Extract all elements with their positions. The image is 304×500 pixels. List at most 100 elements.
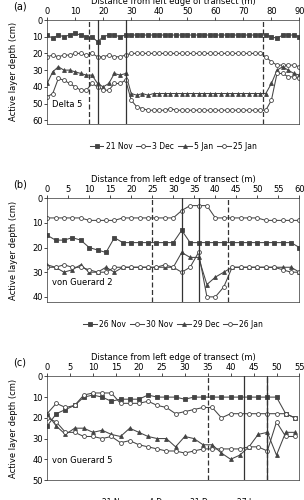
5 Jan bbox=[51, 69, 54, 75]
27 Jan bbox=[174, 448, 178, 454]
27 Jan bbox=[100, 436, 104, 442]
21 Nov bbox=[174, 32, 178, 38]
26 Jan bbox=[54, 264, 57, 270]
31 Dec bbox=[219, 450, 223, 456]
21 Nov bbox=[270, 34, 273, 40]
30 Nov bbox=[130, 215, 133, 221]
Text: (c): (c) bbox=[13, 358, 26, 368]
26 Jan bbox=[281, 266, 285, 272]
21 Nov bbox=[183, 396, 187, 402]
3 Dec bbox=[258, 50, 262, 56]
27 Jan bbox=[54, 419, 58, 425]
4 Dec bbox=[82, 392, 86, 398]
Line: 27 Jan: 27 Jan bbox=[45, 416, 297, 455]
25 Jan bbox=[292, 74, 296, 80]
25 Jan bbox=[202, 107, 206, 113]
26 Nov bbox=[230, 240, 234, 246]
31 Dec bbox=[256, 432, 260, 438]
3 Dec bbox=[281, 62, 285, 68]
3 Dec bbox=[225, 50, 228, 56]
21 Nov bbox=[265, 394, 269, 400]
31 Dec bbox=[45, 410, 49, 416]
26 Jan bbox=[205, 294, 209, 300]
5 Jan bbox=[180, 90, 184, 96]
21 Nov bbox=[293, 415, 297, 421]
5 Jan bbox=[253, 90, 256, 96]
26 Jan bbox=[264, 264, 268, 270]
30 Nov bbox=[79, 215, 83, 221]
25 Jan bbox=[112, 80, 116, 86]
26 Jan bbox=[247, 264, 251, 270]
3 Dec bbox=[230, 50, 234, 56]
4 Dec bbox=[174, 410, 178, 416]
29 Dec bbox=[155, 264, 158, 270]
25 Jan bbox=[208, 107, 212, 113]
26 Nov bbox=[264, 240, 268, 246]
27 Jan bbox=[128, 438, 132, 444]
30 Nov bbox=[281, 218, 285, 224]
29 Dec bbox=[163, 264, 167, 270]
29 Dec bbox=[62, 269, 66, 275]
21 Nov bbox=[157, 32, 161, 38]
21 Nov bbox=[130, 32, 133, 38]
3 Dec bbox=[73, 50, 77, 56]
5 Jan bbox=[57, 64, 60, 70]
30 Nov bbox=[222, 215, 226, 221]
21 Nov bbox=[242, 32, 245, 38]
4 Dec bbox=[64, 404, 67, 410]
31 Dec bbox=[275, 452, 278, 458]
Line: 25 Jan: 25 Jan bbox=[45, 72, 301, 112]
Line: 29 Dec: 29 Dec bbox=[45, 250, 301, 286]
26 Nov bbox=[272, 240, 276, 246]
25 Jan bbox=[180, 107, 184, 113]
26 Nov bbox=[112, 234, 116, 240]
21 Nov bbox=[258, 32, 262, 38]
21 Nov bbox=[247, 394, 251, 400]
5 Jan bbox=[208, 90, 212, 96]
21 Nov bbox=[107, 32, 111, 38]
26 Nov bbox=[130, 240, 133, 246]
25 Jan bbox=[68, 80, 71, 86]
31 Dec bbox=[293, 430, 297, 436]
21 Nov bbox=[100, 394, 104, 400]
21 Nov bbox=[275, 36, 279, 42]
25 Jan bbox=[270, 97, 273, 103]
21 Nov bbox=[219, 394, 223, 400]
30 Nov bbox=[298, 218, 301, 224]
31 Dec bbox=[210, 442, 214, 448]
5 Jan bbox=[152, 90, 155, 96]
21 Nov bbox=[135, 32, 139, 38]
3 Dec bbox=[96, 54, 99, 60]
26 Jan bbox=[121, 264, 125, 270]
21 Nov bbox=[238, 394, 242, 400]
30 Nov bbox=[247, 215, 251, 221]
25 Jan bbox=[107, 87, 111, 93]
27 Jan bbox=[119, 440, 122, 446]
31 Dec bbox=[73, 425, 77, 431]
26 Jan bbox=[188, 264, 192, 270]
3 Dec bbox=[213, 50, 217, 56]
29 Dec bbox=[239, 264, 242, 270]
5 Jan bbox=[264, 90, 268, 96]
26 Jan bbox=[146, 264, 150, 270]
29 Dec bbox=[289, 264, 293, 270]
21 Nov bbox=[128, 396, 132, 402]
31 Dec bbox=[164, 436, 168, 442]
25 Jan bbox=[247, 107, 251, 113]
4 Dec bbox=[210, 404, 214, 410]
21 Nov bbox=[119, 396, 122, 402]
25 Jan bbox=[118, 80, 122, 86]
5 Jan bbox=[141, 90, 144, 96]
26 Jan bbox=[96, 269, 99, 275]
21 Nov bbox=[118, 34, 122, 40]
31 Dec bbox=[284, 430, 288, 436]
26 Jan bbox=[155, 264, 158, 270]
25 Jan bbox=[258, 107, 262, 113]
29 Dec bbox=[256, 264, 259, 270]
29 Dec bbox=[45, 262, 49, 268]
26 Jan bbox=[256, 264, 259, 270]
5 Jan bbox=[146, 92, 150, 98]
21 Nov bbox=[101, 34, 105, 40]
27 Jan bbox=[137, 442, 141, 448]
21 Nov bbox=[155, 394, 159, 400]
